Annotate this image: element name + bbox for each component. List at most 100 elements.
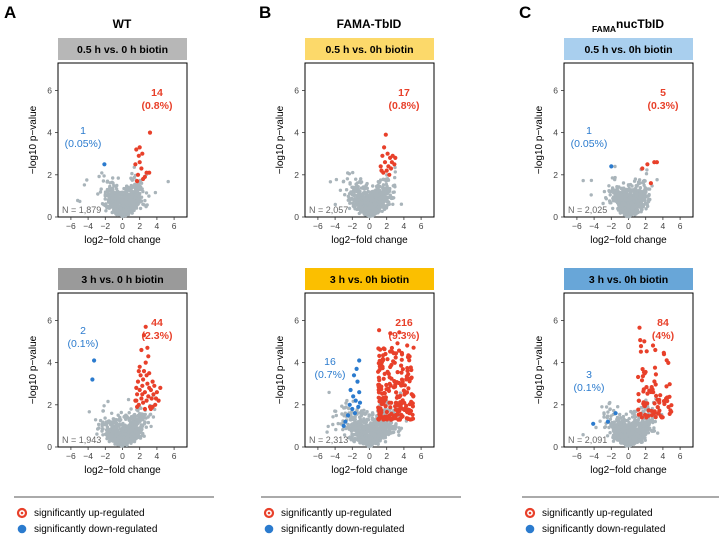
up-point: [410, 412, 415, 417]
gray-point: [365, 417, 369, 421]
gray-point: [136, 194, 140, 198]
gray-point: [124, 207, 129, 212]
gray-point: [638, 188, 642, 192]
gray-point: [639, 207, 644, 211]
gray-point: [360, 430, 364, 434]
gray-point: [383, 435, 388, 440]
panel-header-strip: [58, 268, 187, 290]
gray-point: [114, 437, 118, 442]
gray-point: [347, 436, 351, 440]
gray-point: [127, 194, 131, 199]
gray-point: [98, 190, 103, 194]
x-tick-label: 4: [155, 451, 160, 461]
down-point: [605, 419, 611, 424]
gray-point: [349, 438, 353, 442]
gray-point: [391, 202, 395, 206]
gray-point: [325, 430, 329, 434]
gray-point: [608, 417, 613, 421]
gray-point: [353, 185, 357, 190]
gray-point: [352, 194, 356, 198]
gray-point: [383, 440, 388, 444]
x-tick-label: 0: [120, 451, 125, 461]
gray-point: [123, 201, 127, 205]
gray-point: [331, 422, 335, 427]
gray-point: [625, 423, 630, 427]
gray-point: [366, 201, 370, 205]
gray-point: [602, 189, 607, 194]
gray-point: [373, 434, 377, 438]
gray-point: [365, 439, 369, 443]
gray-point: [625, 440, 629, 445]
x-tick-label: 0: [626, 221, 631, 231]
gray-point: [326, 424, 330, 429]
up-point: [398, 393, 403, 398]
down-regulated-points: [609, 164, 614, 169]
gray-point: [616, 405, 620, 409]
gray-point: [344, 426, 348, 431]
up-point: [391, 359, 396, 364]
up-point: [397, 409, 402, 414]
gray-point: [394, 422, 398, 426]
up-point: [636, 412, 641, 417]
gray-point: [397, 426, 401, 430]
down-point: [351, 373, 357, 378]
gray-point: [101, 409, 105, 413]
gray-point: [110, 180, 114, 184]
gray-point: [147, 194, 151, 198]
gray-point: [637, 178, 642, 182]
up-point: [139, 347, 144, 353]
down-count-label: 3: [586, 369, 592, 381]
up-point: [134, 398, 139, 403]
gray-point: [364, 430, 369, 434]
gray-point: [110, 411, 114, 415]
down-point: [355, 379, 360, 384]
gray-point: [616, 421, 620, 426]
gray-point: [348, 198, 352, 202]
gray-point: [628, 441, 632, 445]
gray-point: [336, 421, 340, 426]
x-tick-label: −2: [100, 451, 110, 461]
gray-point: [124, 191, 129, 195]
gray-point: [129, 176, 133, 180]
up-point: [150, 379, 155, 384]
up-point: [152, 383, 157, 388]
down-count-label: 1: [586, 125, 592, 137]
up-point: [377, 353, 382, 358]
up-point: [408, 365, 413, 370]
n-total-label: N = 2,313: [309, 435, 348, 445]
gray-point: [396, 430, 401, 434]
gray-point: [130, 198, 134, 202]
gray-point: [352, 439, 356, 443]
gray-point: [108, 184, 112, 189]
up-point: [657, 400, 662, 405]
gray-point: [374, 423, 378, 427]
up-point: [378, 164, 383, 169]
gray-point: [117, 209, 121, 213]
gray-point: [615, 434, 619, 438]
gray-point: [333, 202, 337, 207]
gray-point: [105, 187, 110, 192]
x-tick-label: −4: [330, 451, 340, 461]
up-point: [141, 377, 146, 382]
y-axis-label: −log10 p−value: [275, 335, 286, 404]
x-tick-label: −6: [66, 221, 76, 231]
gray-point: [370, 433, 374, 437]
gray-point: [123, 432, 128, 437]
gray-point: [365, 212, 369, 216]
legend-down-label: significantly down-regulated: [542, 524, 665, 535]
up-point: [389, 417, 394, 422]
gray-point: [594, 425, 598, 430]
gray-point: [622, 210, 626, 214]
up-point: [659, 415, 664, 420]
gray-point: [380, 209, 384, 213]
gray-point: [348, 201, 352, 205]
up-point: [645, 162, 650, 167]
gray-point: [108, 433, 112, 437]
gray-point: [357, 205, 362, 210]
gray-point: [602, 411, 606, 415]
gray-point: [372, 429, 376, 433]
gray-point: [106, 399, 110, 404]
up-point: [381, 353, 386, 358]
up-point: [144, 398, 149, 403]
down-point: [345, 413, 351, 418]
